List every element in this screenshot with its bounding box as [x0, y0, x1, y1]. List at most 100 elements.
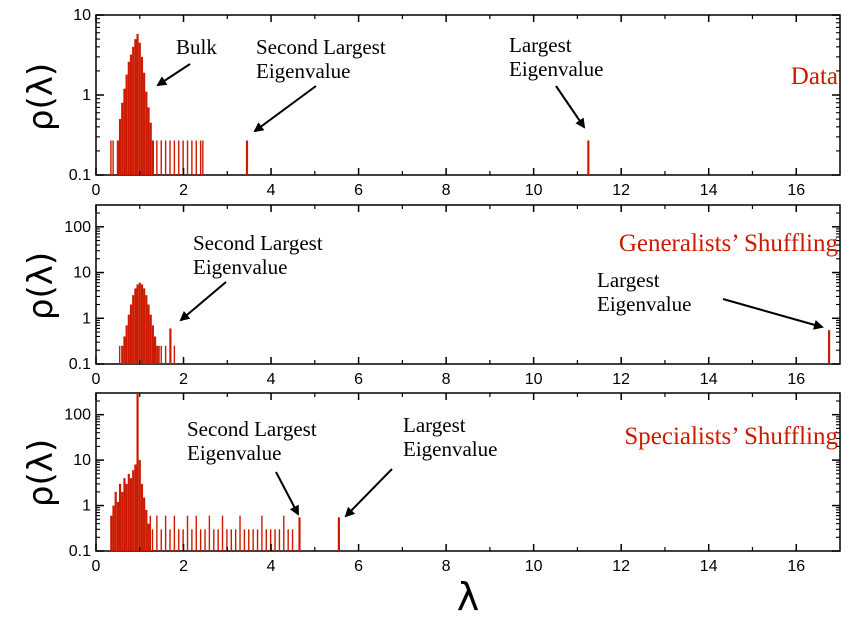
annotation-line: Largest: [509, 33, 572, 57]
histogram-bar: [110, 140, 112, 175]
histogram-bar: [208, 515, 211, 551]
histogram-bar: [274, 529, 276, 551]
histogram-bar: [132, 470, 135, 551]
histogram-bar: [239, 515, 241, 551]
annotation-line: Eigenvalue: [193, 255, 287, 279]
histogram-bar: [118, 345, 121, 364]
histogram-bar: [178, 529, 180, 551]
histogram-bar: [147, 523, 150, 551]
histogram-bar: [145, 91, 148, 175]
x-tick-label: 0: [92, 371, 101, 388]
annotations: Second Largest Eigenvalue Largest Eigenval…: [187, 413, 497, 518]
histogram-bar: [121, 345, 124, 364]
axis-ticks: 0 2 4 6 8 10 12 14 16 0.1 1 10: [69, 7, 840, 199]
histogram-bar: [151, 529, 154, 551]
y-tick-label: 1: [82, 310, 91, 327]
x-tick-label: 16: [787, 182, 805, 199]
histogram-bar: [149, 122, 152, 175]
y-tick-label: 0.1: [69, 543, 91, 560]
histogram-bar: [125, 483, 128, 551]
histogram-bar: [127, 61, 130, 175]
y-tick-label: 10: [73, 452, 91, 469]
histogram-bar: [121, 491, 124, 551]
histogram-bar: [160, 140, 162, 175]
y-axis-label: ρ(λ): [21, 439, 61, 507]
histogram-bar: [182, 529, 184, 551]
annotation-bulk: Bulk: [176, 35, 217, 59]
x-tick-label: 2: [179, 558, 188, 575]
histogram-bar: [134, 288, 137, 364]
x-tick-label: 14: [700, 182, 718, 199]
panel-specialists-shuffling: 0 2 4 6 8 10 12 14 16 0.1 1 10 100 Specialists’ Shuf…: [21, 392, 841, 575]
histogram-bar: [140, 483, 144, 551]
histogram-bars: [110, 33, 590, 176]
histogram-bar: [125, 325, 128, 364]
histogram-bar: [129, 304, 133, 364]
histogram-bar: [164, 140, 167, 175]
histogram-bar: [291, 529, 294, 551]
histogram-bar: [287, 529, 289, 551]
histogram-bar: [186, 515, 189, 551]
annotation-arrow: [179, 281, 227, 322]
histogram-bar: [156, 140, 158, 175]
annotation-line: Second Largest: [193, 231, 323, 255]
y-tick-label: 1: [82, 498, 91, 515]
histogram-bar: [278, 529, 281, 551]
annotation-line: Eigenvalue: [509, 57, 603, 81]
annotation-second-largest: Second Largest Eigenvalue: [187, 417, 317, 465]
histogram-bar: [186, 140, 189, 175]
histogram-bar: [110, 515, 113, 551]
histogram-bar: [213, 529, 215, 551]
histogram-bar: [145, 509, 148, 551]
annotation-line: Eigenvalue: [403, 437, 497, 461]
x-tick-label: 4: [267, 182, 276, 199]
histogram-bar: [234, 529, 237, 551]
histogram-bar: [143, 72, 146, 175]
histogram-bar: [182, 140, 184, 175]
histogram-bar: [129, 54, 133, 176]
histogram-bar: [118, 483, 122, 551]
axis-ticks: 0 2 4 6 8 10 12 14 16 0.1 1 10 100: [64, 205, 840, 388]
histogram-bar: [134, 39, 137, 175]
histogram-bar: [256, 529, 259, 551]
histogram-bar: [129, 478, 133, 551]
annotation-arrow: [156, 63, 191, 87]
annotation-line: Eigenvalue: [256, 59, 350, 83]
histogram-bar: [140, 56, 144, 175]
histogram-bar: [164, 515, 167, 551]
annotation-line: Second Largest: [256, 35, 386, 59]
panel-title: Data: [791, 63, 838, 90]
annotation-line: Second Largest: [187, 417, 317, 441]
histogram-bar: [116, 140, 119, 175]
histogram-bar: [252, 529, 254, 551]
annotation-line: Largest: [597, 268, 660, 292]
x-tick-label: 8: [442, 371, 451, 388]
histogram-bar: [217, 529, 219, 551]
annotation-arrow: [275, 471, 299, 516]
x-tick-label: 16: [787, 558, 805, 575]
x-tick-label: 2: [179, 182, 188, 199]
plot-frame: [95, 204, 841, 365]
histogram-bar: [153, 336, 157, 364]
histogram-bar: [248, 529, 250, 551]
panel-title: Generalists’ Shuffling: [619, 230, 839, 257]
x-tick-label: 2: [179, 371, 188, 388]
axis-ticks: 0 2 4 6 8 10 12 14 16 0.1 1 10 100: [64, 393, 840, 575]
annotation-line: Bulk: [176, 35, 217, 59]
histogram-bar: [112, 505, 115, 551]
x-tick-label: 14: [700, 371, 718, 388]
annotation-line: Eigenvalue: [597, 292, 691, 316]
histogram-bar: [140, 284, 144, 364]
histogram-bar: [204, 529, 206, 551]
histogram-bar: [261, 515, 263, 551]
histogram-bar: [151, 140, 154, 175]
histogram-bar: [147, 304, 150, 364]
histogram-bar: [199, 140, 202, 175]
histogram-bar: [160, 345, 162, 364]
histogram-bar: [160, 529, 162, 551]
x-tick-label: 12: [612, 182, 630, 199]
plot-frame: [95, 392, 841, 552]
y-tick-label: 100: [64, 219, 91, 236]
histogram-bar: [173, 515, 176, 551]
